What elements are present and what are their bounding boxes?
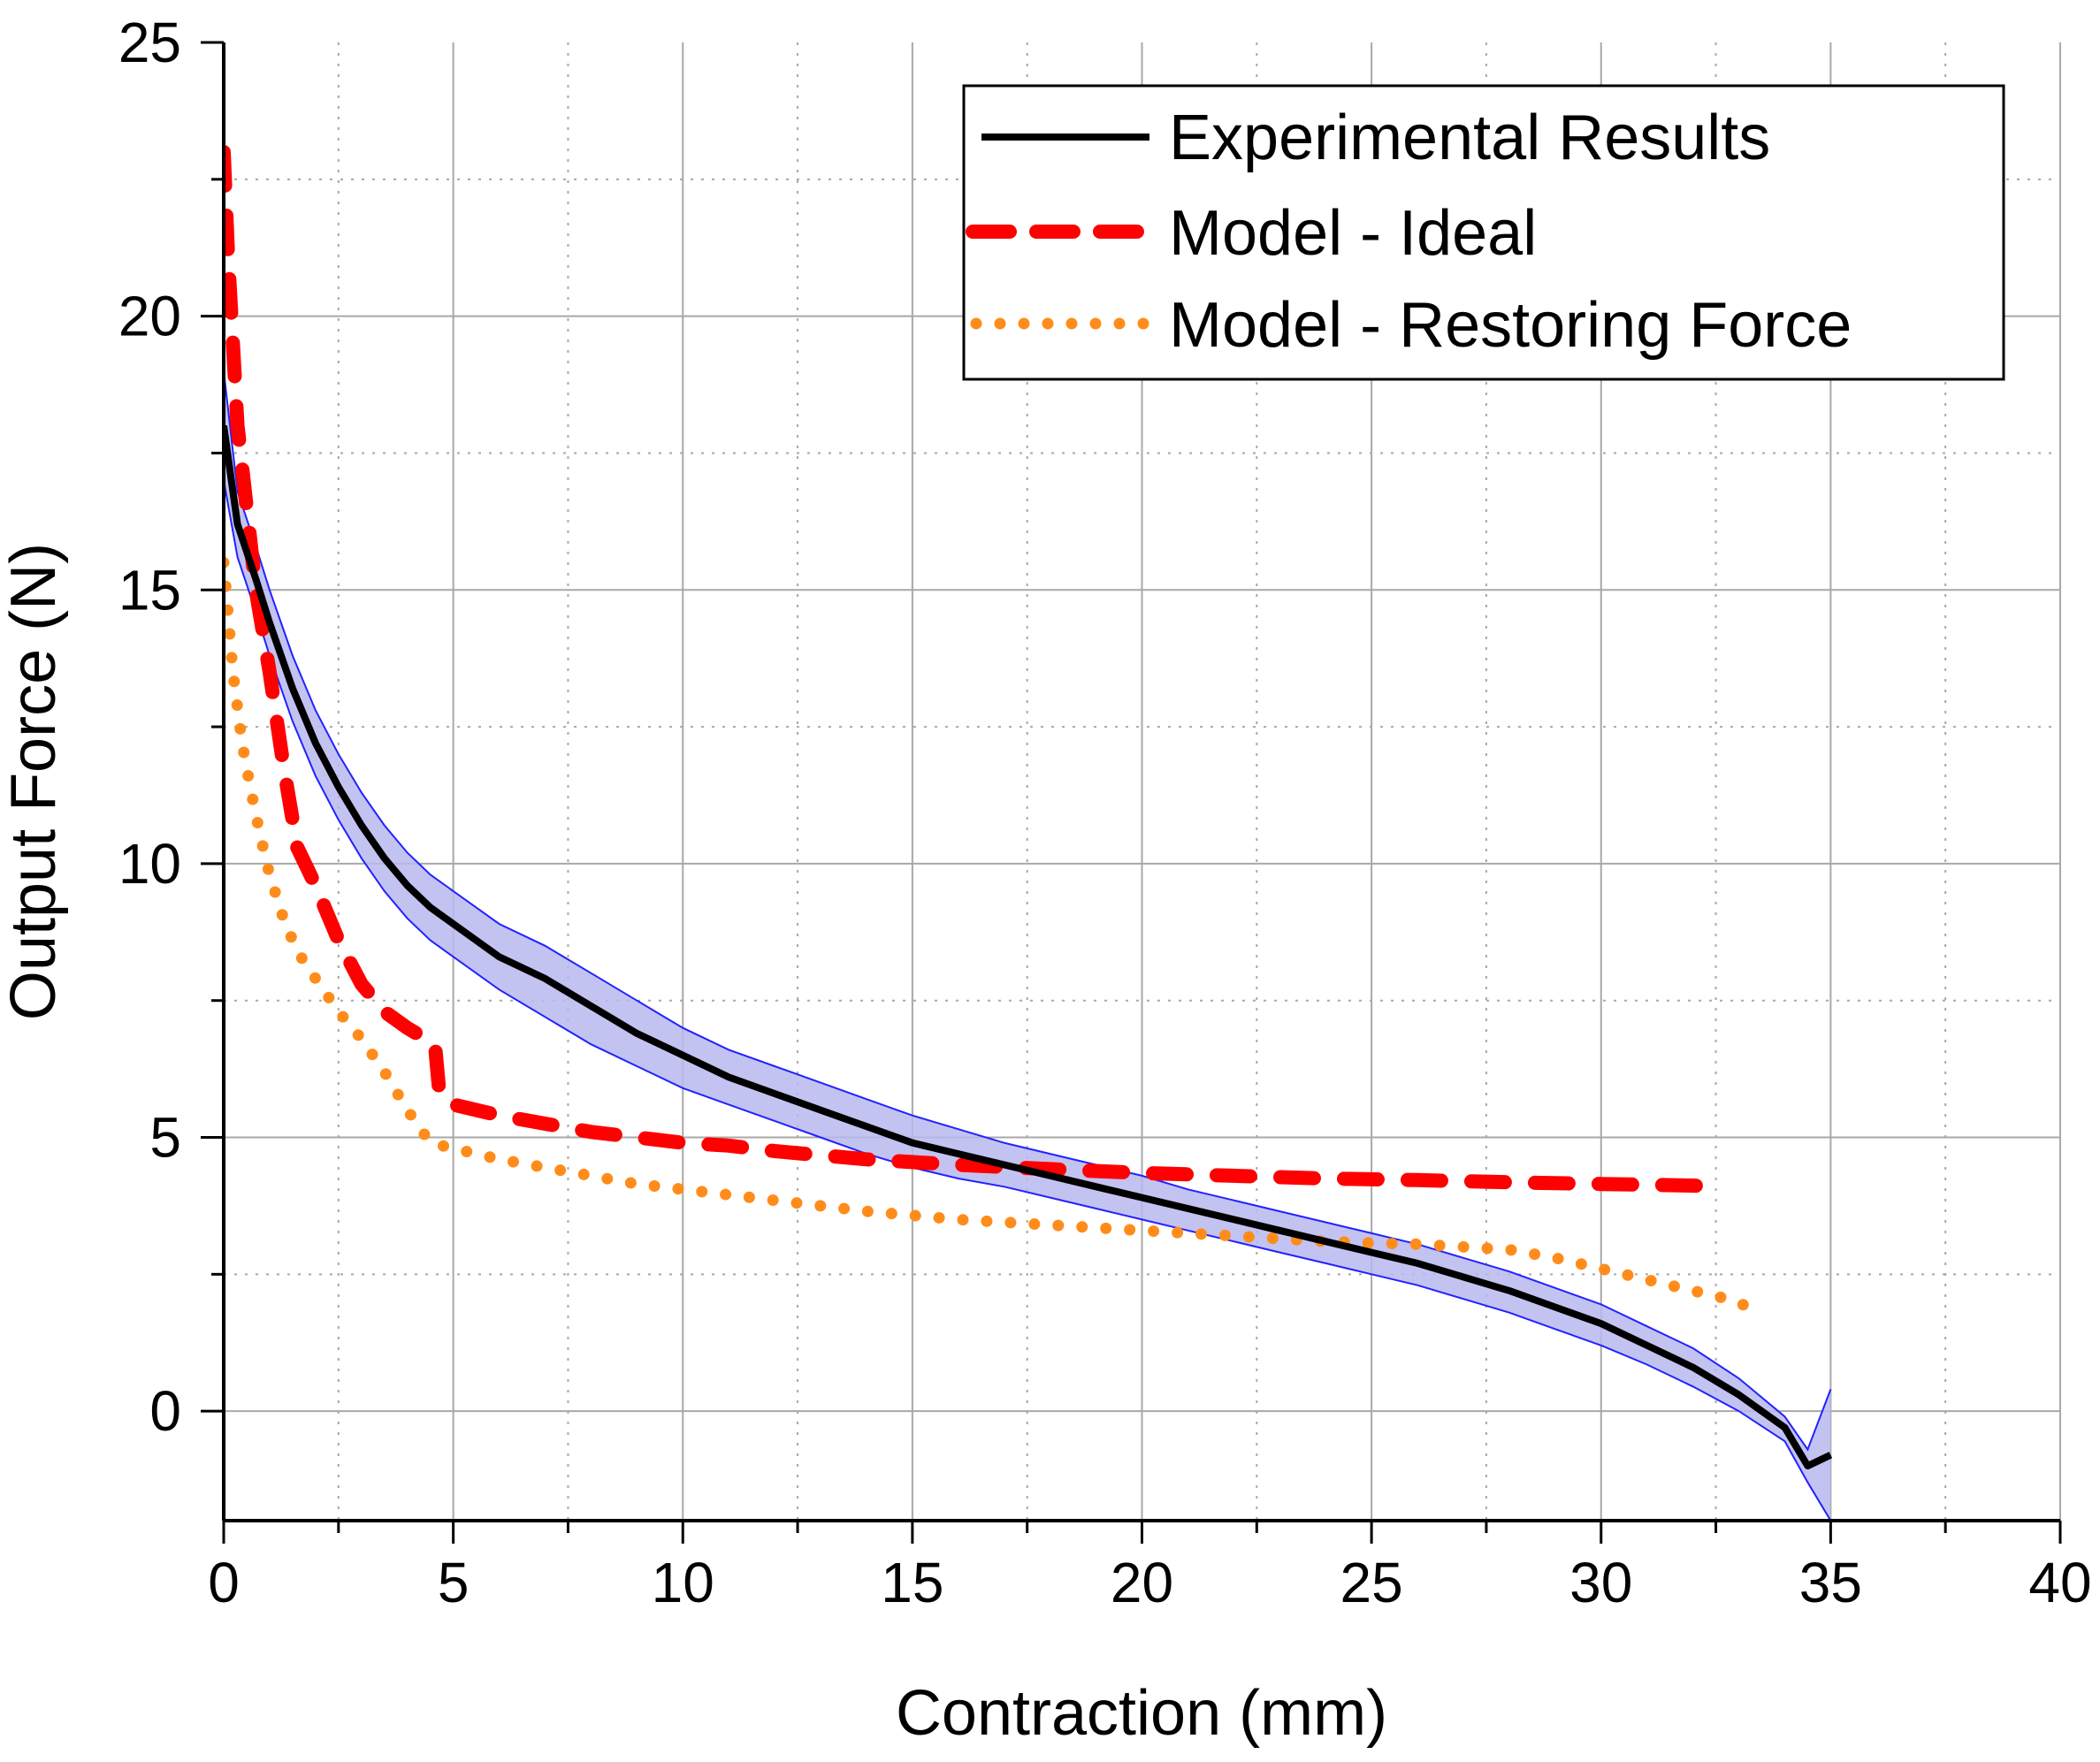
y-tick-label: 10 <box>118 832 181 896</box>
x-axis-title: Contraction (mm) <box>896 1678 1387 1749</box>
band-upper-line <box>224 370 1832 1452</box>
y-tick-label: 20 <box>118 285 181 348</box>
legend-label-restoring: Model - Restoring Force <box>1169 290 1852 361</box>
y-tick-label: 15 <box>118 558 181 622</box>
x-tick-label: 30 <box>1569 1551 1632 1614</box>
x-tick-label: 15 <box>881 1551 943 1614</box>
band-lower-line <box>224 480 1832 1521</box>
axis-layer <box>201 41 2062 1544</box>
series-line-experimental <box>224 424 1833 1470</box>
x-tick-label: 0 <box>208 1551 240 1614</box>
y-tick-label: 25 <box>118 11 181 74</box>
legend: Experimental Results Model - Ideal Model… <box>962 84 2005 381</box>
x-tick-label: 5 <box>438 1551 470 1614</box>
legend-label-experimental: Experimental Results <box>1169 103 1770 173</box>
y-tick-label: 0 <box>149 1379 181 1443</box>
x-tick-label: 40 <box>2028 1551 2091 1614</box>
series-line-restoring-force <box>224 556 1768 1324</box>
y-tick-label: 5 <box>149 1106 181 1170</box>
legend-label-ideal: Model - Ideal <box>1169 198 1537 269</box>
tick-label-layer: 0 5 10 15 20 25 30 35 40 0 5 10 15 20 25 <box>118 11 2092 1614</box>
x-tick-label: 10 <box>652 1551 714 1614</box>
x-tick-label: 35 <box>1799 1551 1862 1614</box>
y-axis-title: Output Force (N) <box>0 543 69 1020</box>
data-layer <box>224 144 1833 1521</box>
x-tick-label: 20 <box>1111 1551 1173 1614</box>
x-tick-label: 25 <box>1340 1551 1403 1614</box>
